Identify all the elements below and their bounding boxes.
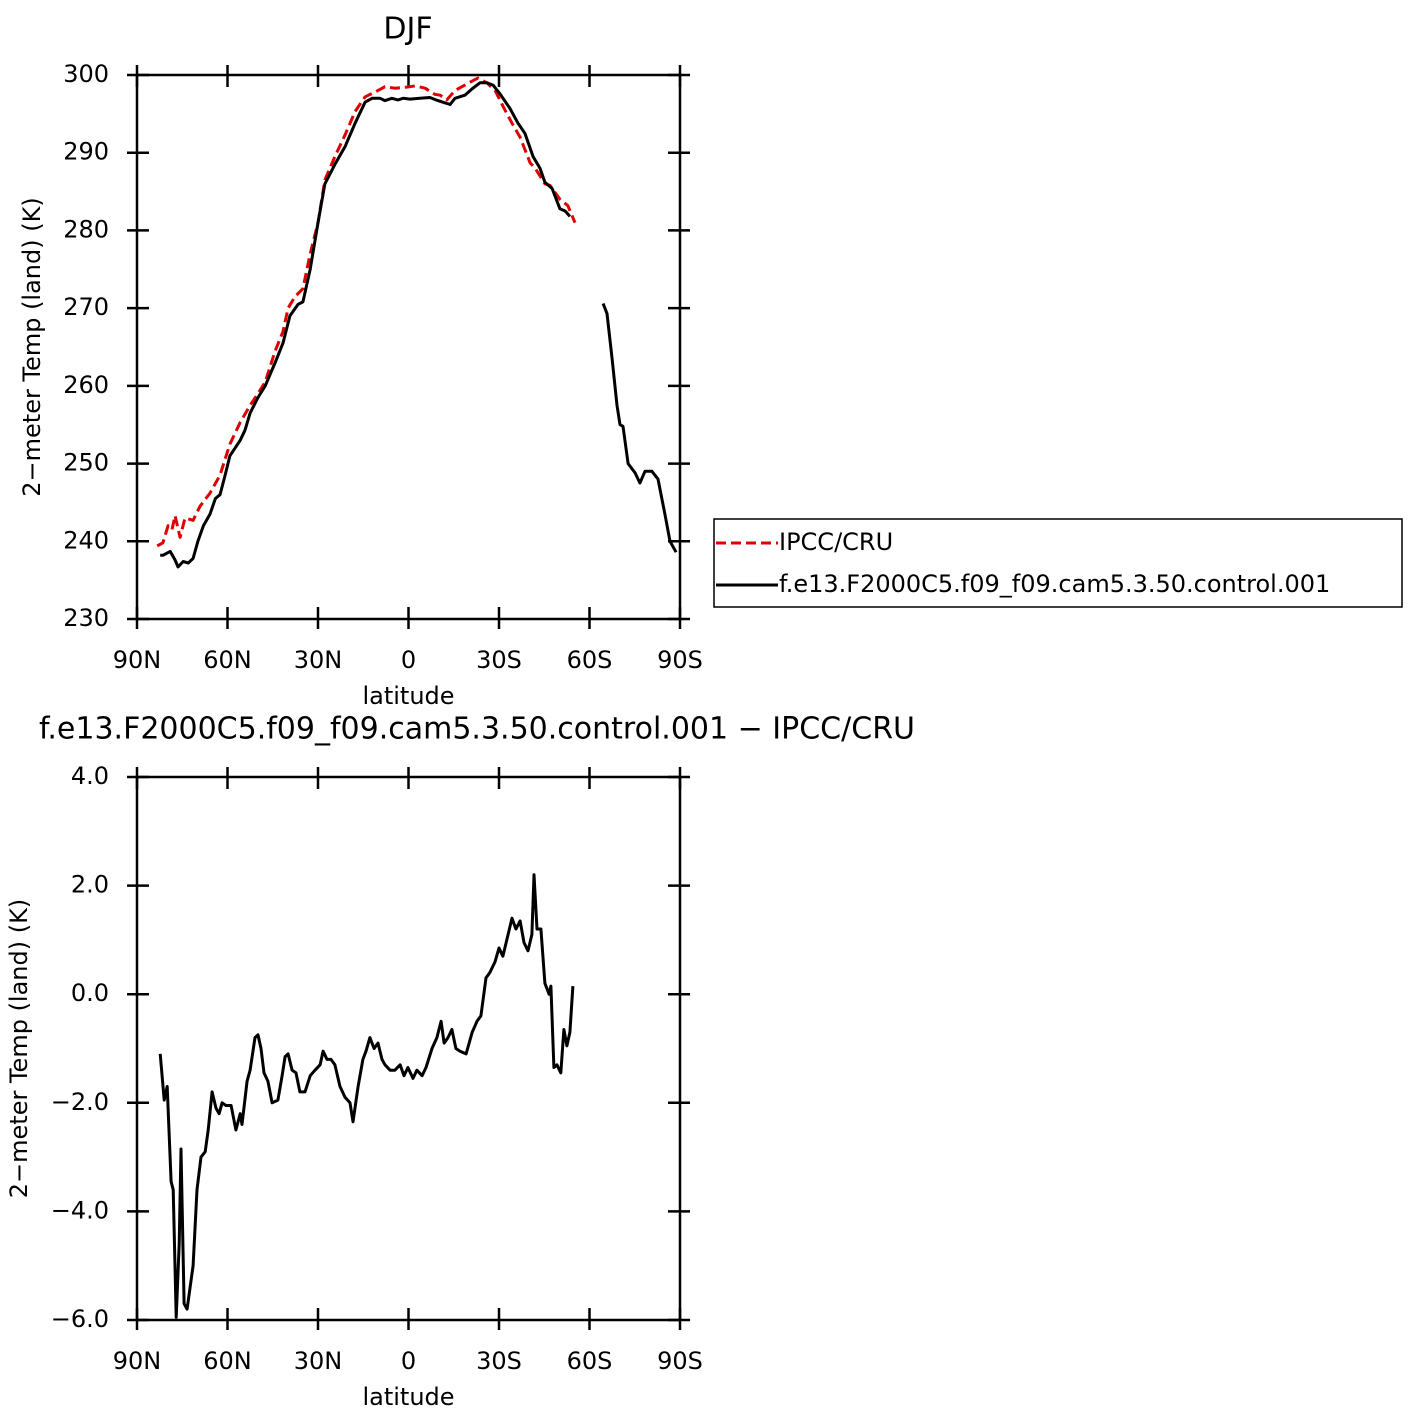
x-tick-label: 30N <box>294 1347 343 1375</box>
y-axis-label: 2−meter Temp (land) (K) <box>5 899 33 1198</box>
plot-frame <box>135 775 682 1322</box>
x-axis-label: latitude <box>362 1383 454 1411</box>
data-line <box>158 873 575 1319</box>
y-tick-label: 270 <box>63 293 109 321</box>
y-tick-label: 250 <box>63 449 109 477</box>
y-tick-label: 260 <box>63 371 109 399</box>
y-tick-label: 0.0 <box>71 979 109 1007</box>
y-tick-label: 290 <box>63 138 109 166</box>
legend-label: f.e13.F2000C5.f09_f09.cam5.3.50.control.… <box>779 570 1330 598</box>
y-axis-label: 2−meter Temp (land) (K) <box>18 197 46 496</box>
y-tick-label: 4.0 <box>71 762 109 790</box>
data-line <box>156 76 577 548</box>
legend-label: IPCC/CRU <box>779 528 893 556</box>
x-tick-label: 90S <box>657 646 703 674</box>
x-tick-label: 30N <box>294 646 343 674</box>
y-tick-label: −4.0 <box>51 1196 109 1224</box>
y-tick-label: 240 <box>63 526 109 554</box>
y-tick-label: 300 <box>63 60 109 88</box>
legend-box <box>713 518 1403 608</box>
x-tick-label: 90N <box>113 1347 162 1375</box>
chart-title: DJF <box>383 12 432 47</box>
x-tick-label: 60N <box>203 1347 252 1375</box>
x-tick-label: 0 <box>401 1347 416 1375</box>
plot-frame <box>135 73 682 621</box>
x-tick-label: 60S <box>567 1347 613 1375</box>
x-tick-label: 0 <box>401 646 416 674</box>
chart-title: f.e13.F2000C5.f09_f09.cam5.3.50.control.… <box>39 712 915 747</box>
x-tick-label: 30S <box>476 646 522 674</box>
y-tick-label: −6.0 <box>51 1305 109 1333</box>
data-line <box>160 81 678 569</box>
x-tick-label: 90N <box>113 646 162 674</box>
y-tick-label: −2.0 <box>51 1088 109 1116</box>
y-tick-label: 280 <box>63 215 109 243</box>
x-tick-label: 60N <box>203 646 252 674</box>
x-axis-label: latitude <box>362 682 454 710</box>
y-tick-label: 2.0 <box>71 871 109 899</box>
x-tick-label: 90S <box>657 1347 703 1375</box>
x-tick-label: 60S <box>567 646 613 674</box>
y-tick-label: 230 <box>63 604 109 632</box>
x-tick-label: 30S <box>476 1347 522 1375</box>
